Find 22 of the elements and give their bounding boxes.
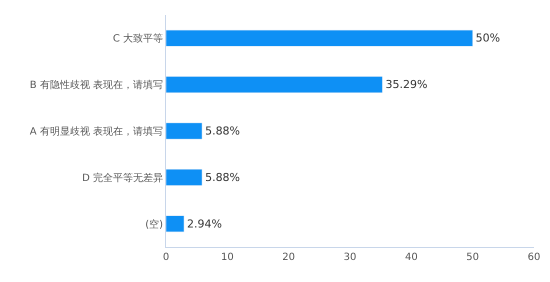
x-tick-label: 10: [220, 252, 234, 263]
data-label: 5.88%: [205, 170, 240, 184]
y-tick-label: C 大致平等: [112, 32, 163, 45]
data-label: 35.29%: [385, 78, 428, 92]
data-label: 2.94%: [187, 217, 222, 230]
x-tick-label: 20: [282, 252, 296, 263]
x-tick-label: 60: [528, 252, 540, 263]
y-tick-label: D 完全平等无差异: [82, 172, 163, 184]
data-label: 5.88%: [205, 124, 240, 138]
bar: [166, 169, 202, 186]
data-label: 50%: [476, 32, 500, 45]
y-tick-label: A 有明显歧视 表现在，请填写: [30, 126, 163, 138]
x-tick-label: 40: [404, 252, 418, 263]
y-tick-label: (空): [145, 218, 164, 230]
bar: [166, 122, 202, 140]
x-tick-label: 30: [344, 252, 356, 263]
bar: [166, 30, 473, 47]
x-tick-label: 50: [466, 252, 480, 263]
y-tick-label: B 有隐性歧视 表现在，请填写: [30, 79, 163, 92]
bar: [166, 215, 184, 232]
x-tick-label: 0: [162, 252, 170, 263]
bar: [166, 76, 383, 93]
